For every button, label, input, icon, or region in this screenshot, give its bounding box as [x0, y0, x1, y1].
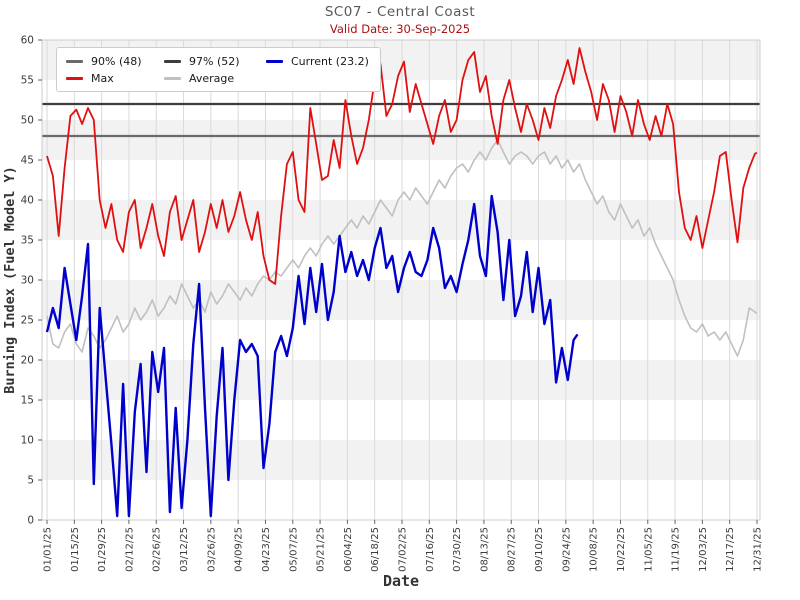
- y-tick-label: 60: [21, 35, 34, 47]
- x-tick-label: 12/03/25: [698, 527, 709, 572]
- legend-label: 97% (52): [189, 55, 240, 68]
- grid-band: [42, 120, 760, 160]
- chart-title: SC07 - Central Coast: [324, 4, 476, 20]
- x-tick-label: 06/18/25: [370, 527, 381, 572]
- series-current-line: [45, 194, 579, 518]
- legend-label: 90% (48): [91, 55, 142, 68]
- legend-item-current: Current (23.2): [266, 55, 369, 68]
- x-tick-label: 02/26/25: [152, 527, 163, 572]
- percentile-97-line-swatch: [164, 60, 181, 63]
- grid-band: [42, 280, 760, 320]
- x-tick-label: 01/29/25: [97, 527, 108, 572]
- grid-band: [42, 440, 760, 480]
- legend-item-97th-percentile: 97% (52): [164, 55, 256, 68]
- average-line-swatch: [164, 77, 181, 80]
- y-tick-label: 55: [21, 75, 34, 87]
- x-axis-title: Date: [383, 572, 419, 590]
- y-tick-label: 20: [21, 355, 34, 367]
- x-tick-label: 11/19/25: [671, 527, 682, 572]
- x-tick-label: 03/12/25: [179, 527, 190, 572]
- x-tick-label: 09/24/25: [561, 527, 572, 572]
- x-tick-label: 01/15/25: [70, 527, 81, 572]
- y-axis-title: Burning Index (Fuel Model Y): [2, 166, 18, 394]
- x-tick-label: 10/22/25: [616, 527, 627, 572]
- series-average-line: [46, 139, 758, 357]
- chart-valid-date: Valid Date: 30-Sep-2025: [329, 22, 471, 36]
- legend-label: Current (23.2): [291, 55, 369, 68]
- legend-item-90th-percentile: 90% (48): [66, 55, 154, 68]
- max-line-swatch: [66, 77, 83, 80]
- legend-item-max: Max: [66, 72, 154, 85]
- x-tick-label: 05/07/25: [288, 527, 299, 572]
- x-tick-label: 08/13/25: [479, 527, 490, 572]
- y-tick-label: 30: [21, 275, 34, 287]
- x-tick-label: 04/09/25: [234, 527, 245, 572]
- x-tick-label: 08/27/25: [507, 527, 518, 572]
- series-max-line: [46, 47, 758, 285]
- x-tick-label: 07/16/25: [425, 527, 436, 572]
- y-tick-label: 50: [21, 115, 34, 127]
- x-tick-label: 10/08/25: [589, 527, 600, 572]
- legend-label: Max: [91, 72, 114, 85]
- y-tick-label: 45: [21, 155, 34, 167]
- y-tick-label: 0: [27, 515, 34, 527]
- x-tick-label: 01/01/25: [43, 527, 54, 572]
- x-tick-label: 06/04/25: [343, 527, 354, 572]
- x-tick-label: 03/26/25: [206, 527, 217, 572]
- x-tick-label: 05/21/25: [316, 527, 327, 572]
- x-tick-label: 04/23/25: [261, 527, 272, 572]
- x-tick-label: 09/10/25: [534, 527, 545, 572]
- percentile-90-line-swatch: [66, 60, 83, 63]
- y-tick-label: 25: [21, 315, 34, 327]
- x-tick-label: 12/31/25: [753, 527, 764, 572]
- x-tick-label: 11/05/25: [643, 527, 654, 572]
- x-tick-label: 12/17/25: [725, 527, 736, 572]
- grid-band: [42, 200, 760, 240]
- legend-label: Average: [189, 72, 235, 85]
- chart-legend: 90% (48) 97% (52) Current (23.2) Max Ave…: [56, 47, 381, 92]
- y-tick-label: 5: [27, 475, 34, 487]
- legend-item-average: Average: [164, 72, 256, 85]
- current-line-swatch: [266, 60, 283, 63]
- x-tick-label: 07/02/25: [398, 527, 409, 572]
- x-tick-label: 02/12/25: [124, 527, 135, 572]
- y-tick-label: 35: [21, 235, 34, 247]
- y-tick-label: 40: [21, 195, 34, 207]
- y-tick-label: 15: [21, 395, 34, 407]
- y-tick-label: 10: [21, 435, 34, 447]
- x-tick-label: 07/30/25: [452, 527, 463, 572]
